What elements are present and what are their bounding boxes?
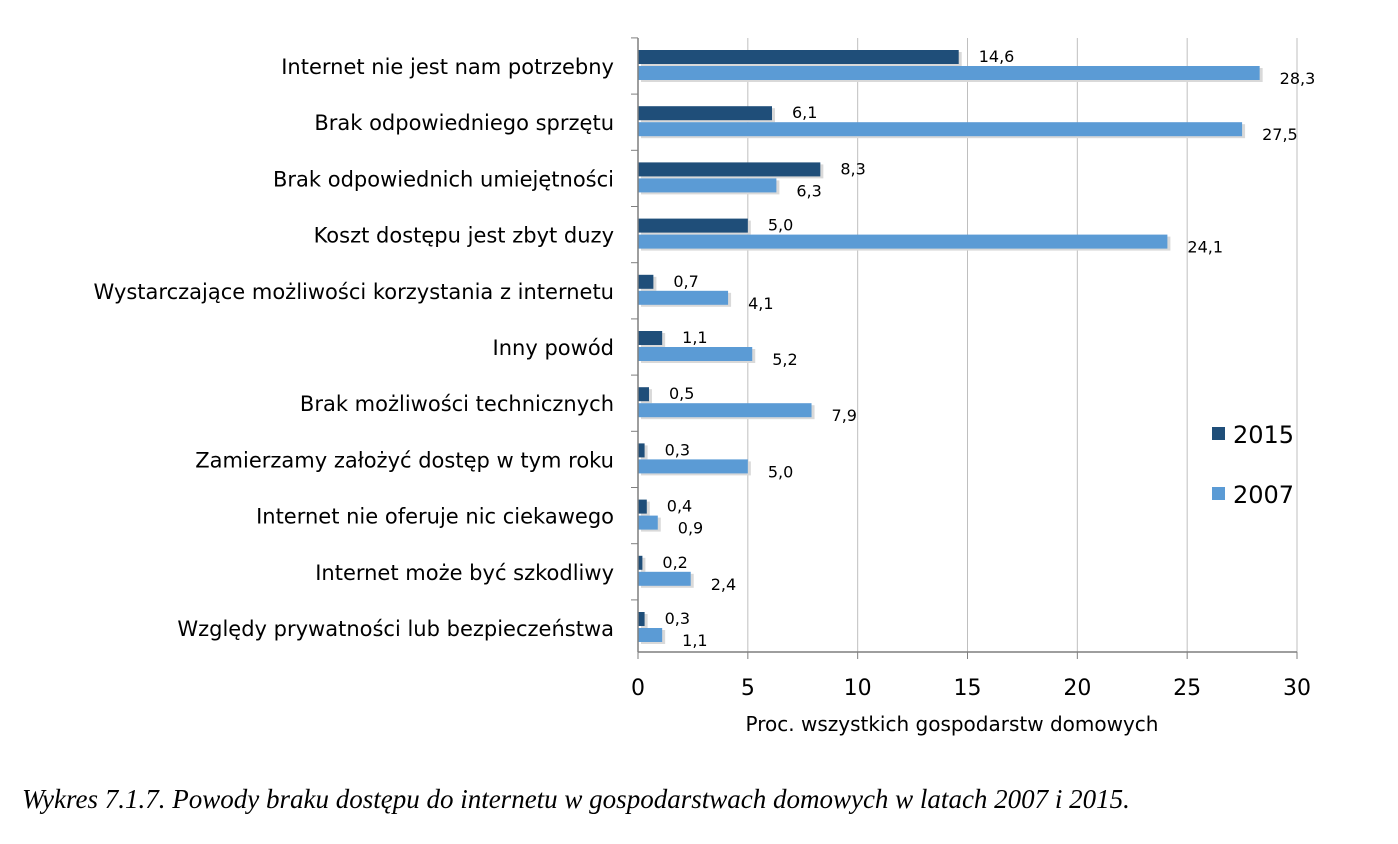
data-label-2015: 14,6 — [979, 47, 1015, 66]
bar-2007 — [638, 290, 729, 305]
category-label: Koszt dostępu jest zbyt duzy — [314, 224, 614, 248]
bar-2015 — [638, 106, 772, 121]
bar-2007 — [638, 571, 691, 586]
category-label: Brak możliwości technicznych — [300, 392, 614, 416]
bar-2015 — [638, 499, 647, 514]
data-label-2015: 8,3 — [840, 159, 865, 178]
data-label-2015: 6,1 — [792, 103, 817, 122]
bar-2007 — [638, 178, 777, 193]
bar-2007 — [638, 66, 1260, 80]
bar-chart: Internet nie jest nam potrzebny Brak odpo… — [94, 37, 1315, 736]
data-label-2007: 5,0 — [768, 462, 793, 481]
value-labels: 14,628,36,127,58,36,35,024,10,74,11,15,2… — [662, 47, 1315, 650]
bar-2015 — [638, 50, 959, 64]
legend-label: 2007 — [1233, 481, 1294, 509]
bar-2015 — [638, 555, 643, 570]
data-label-2007: 6,3 — [796, 181, 821, 200]
x-tick-label: 15 — [954, 676, 982, 701]
data-label-2007: 7,9 — [832, 406, 857, 425]
x-tick-label: 10 — [844, 676, 872, 701]
category-label: Internet nie oferuje nic ciekawego — [256, 505, 614, 529]
bar-2007 — [638, 347, 753, 361]
x-axis-title: Proc. wszystkich gospodarstw domowych — [746, 712, 1159, 736]
bars — [638, 50, 1263, 644]
bar-2015 — [638, 443, 645, 458]
category-label: Inny powód — [493, 336, 614, 360]
category-labels: Internet nie jest nam potrzebny Brak odpo… — [94, 55, 614, 641]
data-label-2007: 4,1 — [748, 294, 773, 313]
x-tick-label: 25 — [1173, 676, 1201, 701]
data-label-2015: 0,7 — [673, 272, 698, 291]
data-label-2007: 5,2 — [772, 350, 797, 369]
data-label-2015: 0,5 — [669, 384, 694, 403]
bar-2007 — [638, 122, 1243, 137]
data-label-2007: 1,1 — [682, 631, 707, 650]
data-label-2007: 27,5 — [1262, 125, 1298, 144]
data-label-2015: 1,1 — [682, 328, 707, 347]
data-label-2015: 0,3 — [665, 440, 690, 459]
category-label: Wystarczające możliwości korzystania z i… — [94, 280, 614, 304]
category-label: Brak odpowiedniego sprzętu — [314, 111, 614, 135]
axes — [631, 37, 1298, 659]
bar-2007 — [638, 234, 1168, 249]
bar-2007 — [638, 515, 658, 530]
x-tick-label: 20 — [1063, 676, 1091, 701]
category-label: Zamierzamy założyć dostęp w tym roku — [195, 448, 614, 472]
bar-2015 — [638, 331, 663, 345]
bar-2015 — [638, 218, 748, 233]
figure-caption: Wykres 7.1.7. Powody braku dostępu do in… — [22, 784, 1130, 814]
bar-shadow — [641, 557, 646, 572]
bar-2015 — [638, 612, 645, 626]
data-label-2015: 5,0 — [768, 216, 793, 235]
data-label-2007: 24,1 — [1187, 238, 1223, 257]
data-label-2007: 0,9 — [678, 519, 703, 538]
data-label-2007: 2,4 — [711, 575, 736, 594]
tick-labels: 0 5 10 15 20 25 30 — [631, 676, 1311, 701]
category-label: Brak odpowiednich umiejętności — [273, 167, 614, 191]
x-tick-label: 5 — [741, 676, 755, 701]
data-label-2015: 0,4 — [667, 497, 692, 516]
category-label: Względy prywatności lub bezpieczeństwa — [177, 617, 614, 641]
legend: 2015 2007 — [1212, 421, 1294, 509]
data-label-2015: 0,2 — [662, 553, 687, 572]
category-label: Internet nie jest nam potrzebny — [281, 55, 614, 79]
legend-label: 2015 — [1233, 421, 1294, 449]
bar-2015 — [638, 274, 654, 289]
data-label-2015: 0,3 — [665, 609, 690, 628]
data-label-2007: 28,3 — [1280, 69, 1316, 88]
category-label: Internet może być szkodliwy — [315, 561, 614, 585]
bar-2015 — [638, 162, 821, 177]
legend-swatch — [1212, 427, 1225, 440]
bar-2007 — [638, 403, 812, 418]
bar-2015 — [638, 387, 649, 402]
bar-2007 — [638, 459, 748, 474]
bar-2007 — [638, 628, 663, 642]
gridlines — [747, 38, 1298, 652]
x-tick-label: 30 — [1283, 676, 1311, 701]
x-tick-label: 0 — [631, 676, 645, 701]
legend-swatch — [1212, 487, 1225, 500]
